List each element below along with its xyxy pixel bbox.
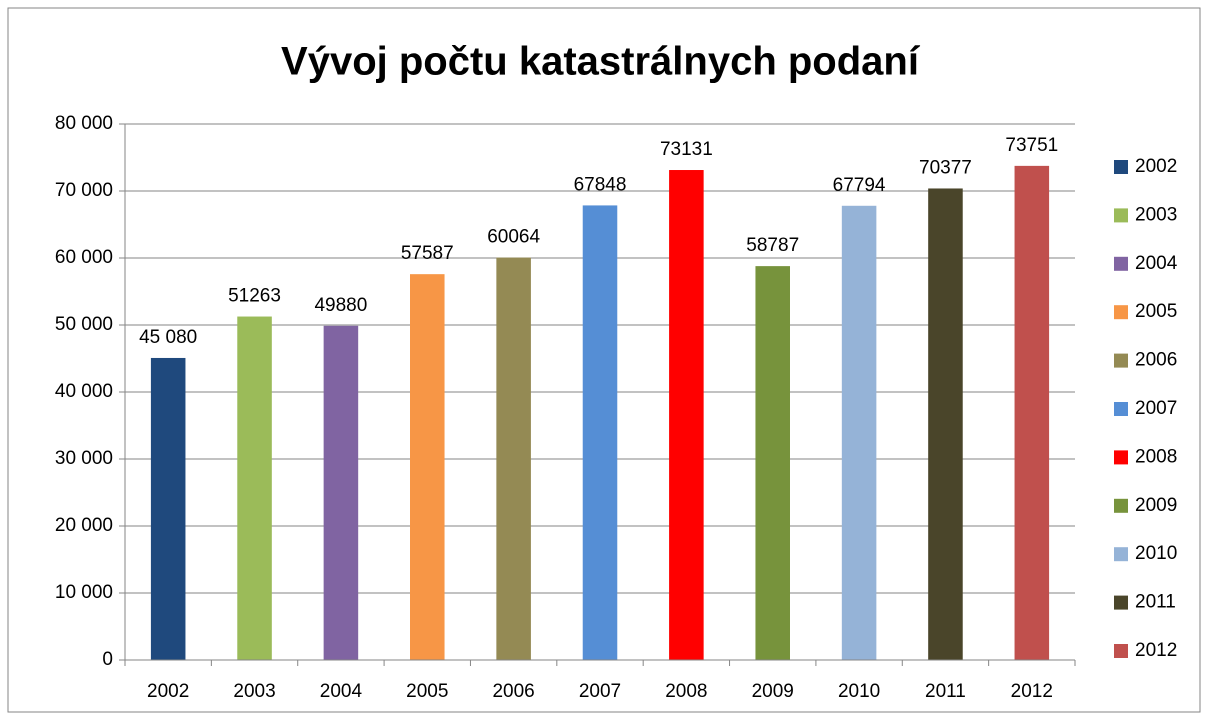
legend-swatch <box>1114 595 1128 610</box>
legend-label: 2008 <box>1135 446 1177 467</box>
data-label: 67794 <box>833 175 886 196</box>
x-tick-label: 2011 <box>925 681 966 702</box>
y-tick-label: 0 <box>102 649 113 670</box>
legend-label: 2006 <box>1135 350 1177 371</box>
y-tick-label: 70 000 <box>55 180 113 201</box>
bar <box>237 316 272 660</box>
legend-label: 2012 <box>1135 640 1177 661</box>
y-tick-label: 40 000 <box>55 381 113 402</box>
y-tick-label: 20 000 <box>55 515 113 536</box>
x-tick-label: 2005 <box>406 681 448 702</box>
legend-swatch <box>1114 498 1128 513</box>
legend-label: 2010 <box>1135 543 1177 564</box>
legend-swatch <box>1114 305 1128 320</box>
x-tick-label: 2008 <box>665 681 707 702</box>
x-tick-label: 2002 <box>147 681 189 702</box>
legend-swatch <box>1114 644 1128 658</box>
legend-swatch <box>1114 160 1128 174</box>
legend-swatch <box>1114 402 1128 416</box>
legend-label: 2002 <box>1135 156 1177 177</box>
chart-title: Vývoj počtu katastrálnych podaní <box>281 40 921 84</box>
legend-label: 2003 <box>1135 204 1177 225</box>
y-tick-label: 10 000 <box>55 582 113 603</box>
legend-label: 2011 <box>1135 592 1176 613</box>
bar <box>928 188 963 660</box>
data-label: 73131 <box>660 139 713 160</box>
x-tick-label: 2003 <box>233 681 275 702</box>
bar <box>841 205 877 660</box>
data-label: 49880 <box>314 295 367 316</box>
legend-swatch <box>1114 353 1128 368</box>
bar <box>755 266 790 660</box>
bar <box>150 357 186 660</box>
y-tick-label: 50 000 <box>55 314 113 335</box>
x-tick-label: 2007 <box>579 681 621 702</box>
x-tick-label: 2009 <box>752 681 794 702</box>
legend-label: 2004 <box>1135 253 1178 274</box>
legend-swatch <box>1114 450 1128 465</box>
bar <box>496 257 531 660</box>
y-tick-label: 60 000 <box>55 247 113 268</box>
bar <box>410 274 445 660</box>
data-label: 60064 <box>487 227 540 248</box>
y-tick-label: 30 000 <box>55 448 113 469</box>
data-label: 51263 <box>228 286 281 307</box>
x-tick-label: 2004 <box>320 681 363 702</box>
data-label: 73751 <box>1005 135 1058 156</box>
x-tick-label: 2012 <box>1011 681 1053 702</box>
x-tick-label: 2006 <box>492 681 534 702</box>
legend-label: 2007 <box>1135 398 1177 419</box>
bar <box>323 325 359 660</box>
data-label: 70377 <box>919 157 972 178</box>
legend-swatch <box>1114 208 1128 223</box>
legend-swatch <box>1114 256 1128 271</box>
bar <box>582 205 618 660</box>
y-tick-label: 80 000 <box>55 113 113 134</box>
data-label: 45 080 <box>139 327 197 348</box>
legend-swatch <box>1114 547 1128 562</box>
bar <box>669 170 704 661</box>
data-label: 58787 <box>746 235 799 256</box>
x-tick-label: 2010 <box>838 681 880 702</box>
legend-label: 2005 <box>1135 301 1177 322</box>
data-label: 57587 <box>401 243 454 264</box>
legend-label: 2009 <box>1135 495 1177 516</box>
bar <box>1014 165 1050 661</box>
data-label: 67848 <box>574 174 627 195</box>
